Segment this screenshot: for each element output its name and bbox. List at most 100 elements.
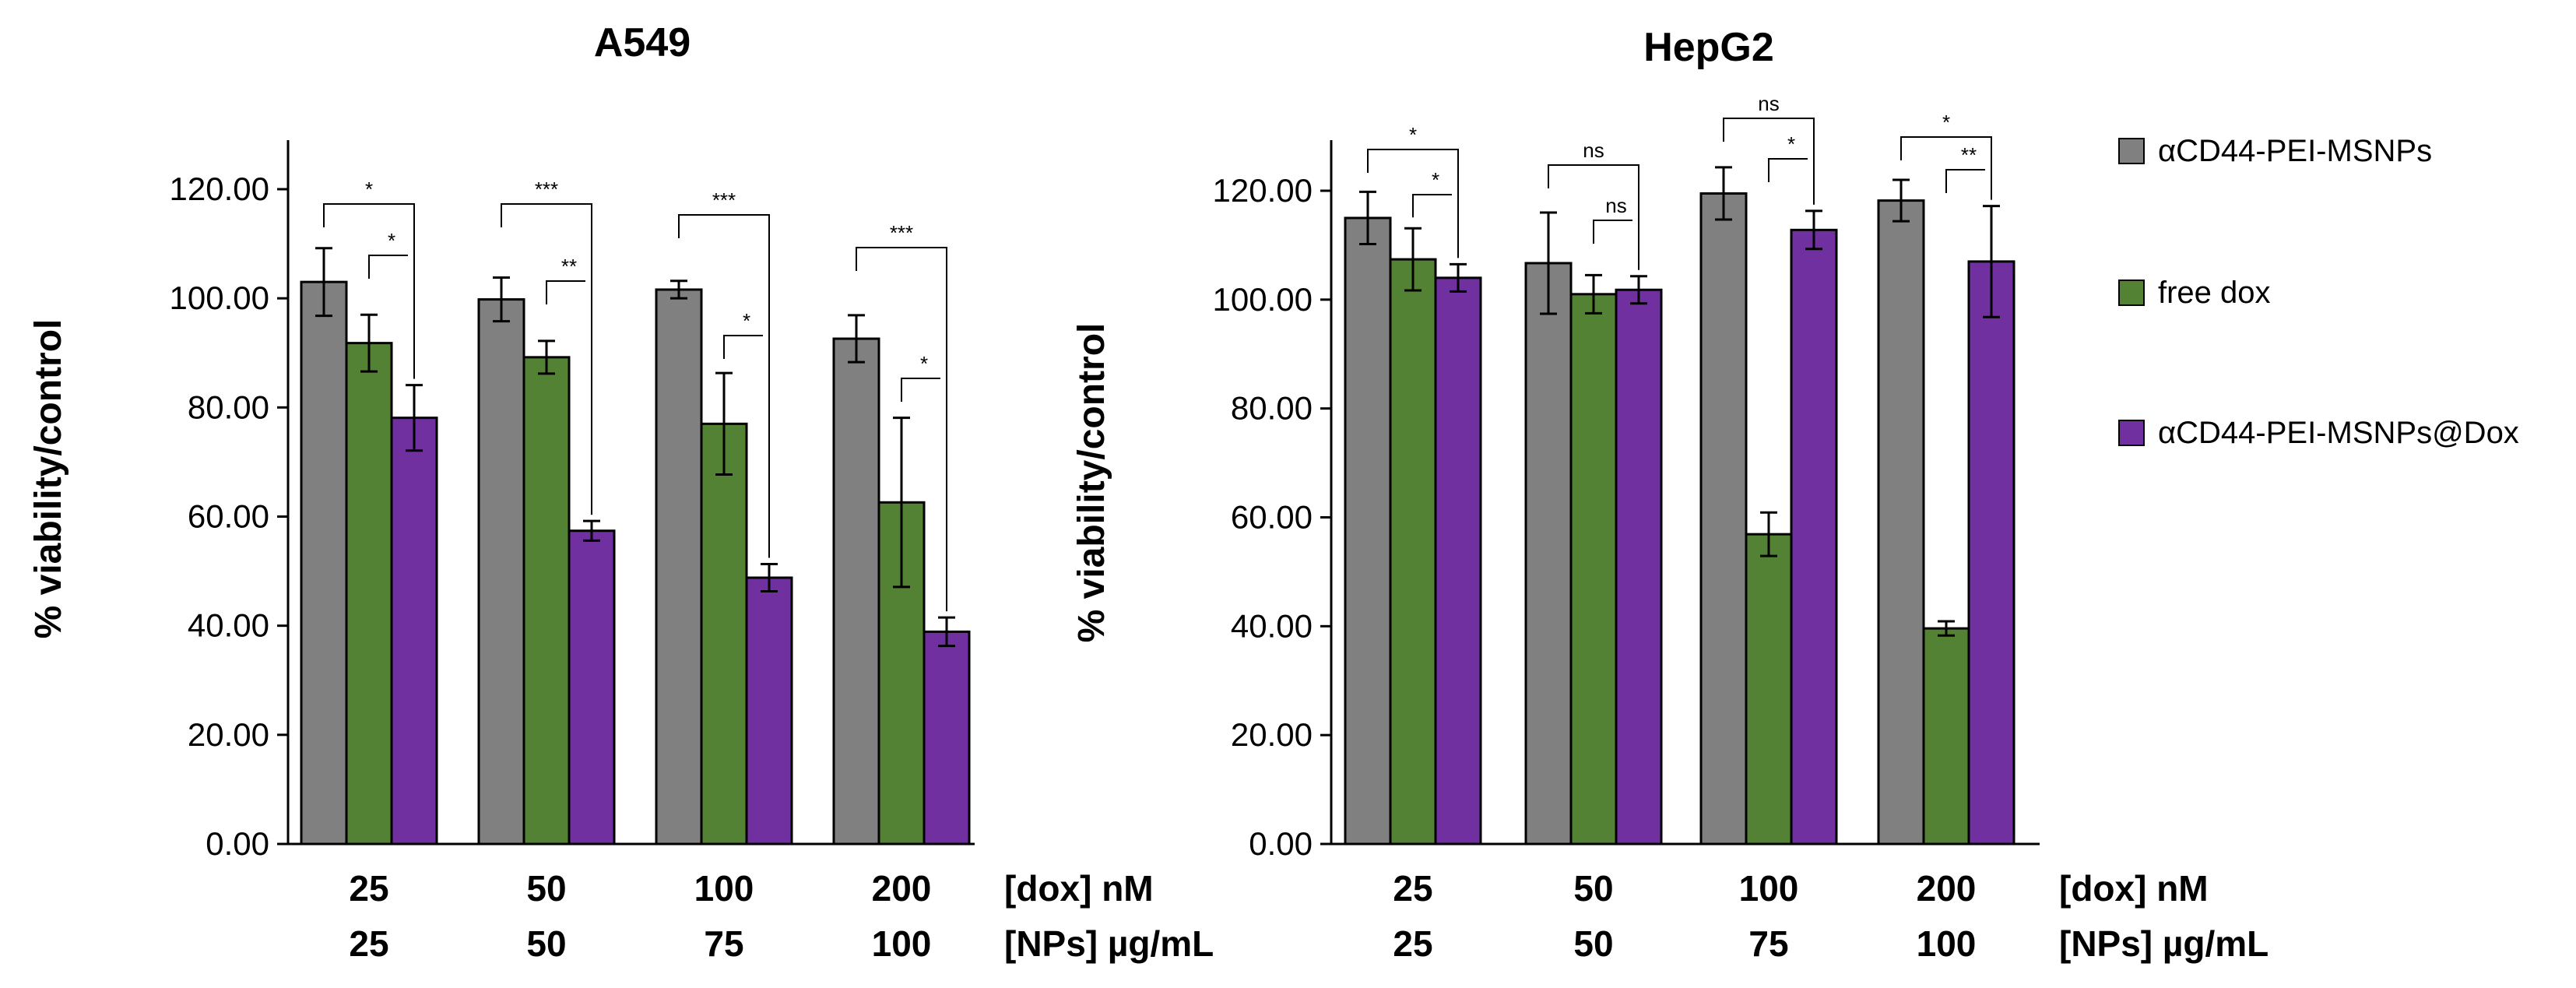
- significance-bracket: [1900, 136, 1992, 200]
- y-tick-label: 60.00: [188, 498, 269, 535]
- x-axis-label-dox: [dox] nM: [1004, 868, 1154, 909]
- legend-swatch: [2118, 420, 2145, 446]
- bar: [1699, 192, 1748, 846]
- legend-label: αCD44-PEI-MSNPs@Dox: [2158, 416, 2519, 450]
- y-tick-label: 40.00: [1231, 607, 1313, 644]
- bar: [1877, 199, 1925, 846]
- significance-bracket: [1593, 220, 1632, 244]
- y-tick-label: 80.00: [1231, 390, 1313, 427]
- significance-bracket: [546, 280, 585, 304]
- x-tick-label-dox: 50: [526, 868, 566, 909]
- significance-bracket: [1367, 149, 1459, 258]
- x-tick-label-nps: 25: [349, 923, 388, 964]
- significance-bracket: [1548, 164, 1639, 270]
- legend-label: free dox: [2158, 276, 2271, 310]
- significance-label: *: [743, 309, 750, 332]
- bar: [345, 342, 393, 846]
- x-tick-label-dox: 25: [349, 868, 388, 909]
- y-tick-label: 120.00: [170, 171, 269, 207]
- y-tick-label: 80.00: [188, 389, 269, 425]
- significance-label: *: [1942, 111, 1950, 134]
- bar: [1967, 260, 2015, 846]
- y-tick-label: 20.00: [1231, 716, 1313, 753]
- significance-label: **: [561, 255, 577, 278]
- x-tick-label-nps: 75: [704, 923, 743, 964]
- bar: [832, 337, 880, 846]
- significance-label: *: [1409, 123, 1417, 146]
- bar: [390, 417, 438, 846]
- chart-panel-a549: A549 % viability/control [dox] nM [NPs] …: [28, 20, 1214, 964]
- significance-label: **: [1961, 143, 1977, 167]
- x-tick-label-dox: 200: [872, 868, 932, 909]
- x-tick-label-nps: 100: [1917, 923, 1977, 964]
- significance-label: *: [920, 352, 928, 375]
- bar: [655, 288, 703, 846]
- significance-bracket: [368, 255, 408, 279]
- y-axis-label: % viability/control: [1071, 323, 1112, 643]
- significance-label: *: [388, 229, 395, 252]
- bar: [568, 529, 616, 846]
- significance-bracket: [901, 378, 940, 402]
- y-tick-label: 20.00: [188, 716, 269, 753]
- x-axis-label-nps: [NPs] µg/mL: [2059, 923, 2268, 964]
- significance-bracket: [856, 247, 947, 612]
- x-tick-label-dox: 50: [1573, 868, 1613, 909]
- chart-title: A549: [594, 20, 691, 65]
- significance-label: ns: [1605, 194, 1626, 217]
- bar: [522, 356, 571, 846]
- y-tick-label: 100.00: [170, 280, 269, 316]
- x-tick-label-nps: 50: [526, 923, 566, 964]
- significance-bracket: [323, 203, 415, 379]
- x-axis-label-dox: [dox] nM: [2059, 868, 2209, 909]
- bar: [1389, 258, 1437, 846]
- bar: [300, 280, 348, 846]
- x-tick-label-nps: 50: [1573, 923, 1613, 964]
- x-tick-label-nps: 100: [872, 923, 932, 964]
- x-tick-label-dox: 25: [1393, 868, 1432, 909]
- bar: [1790, 228, 1838, 846]
- bar: [1344, 216, 1392, 846]
- significance-label: *: [365, 178, 373, 201]
- significance-label: *: [1787, 132, 1795, 156]
- y-tick-label: 0.00: [206, 825, 269, 862]
- bar: [1569, 293, 1618, 846]
- bar: [1922, 627, 1970, 846]
- x-tick-label-nps: 25: [1393, 923, 1432, 964]
- x-axis-label-nps: [NPs] µg/mL: [1004, 923, 1214, 964]
- legend-swatch: [2118, 280, 2145, 306]
- significance-label: *: [1432, 168, 1439, 192]
- bar: [923, 630, 971, 846]
- bar: [1524, 262, 1573, 846]
- chart-panel-hepg2: HepG2 % viability/control [dox] nM [NPs]…: [1071, 25, 2268, 964]
- significance-bracket: [1768, 158, 1808, 182]
- y-tick-label: 120.00: [1213, 172, 1313, 209]
- y-axis-label: % viability/control: [28, 319, 69, 639]
- significance-bracket: [678, 214, 770, 558]
- significance-bracket: [1412, 194, 1452, 218]
- legend-swatch: [2118, 138, 2145, 164]
- y-tick-label: 100.00: [1213, 281, 1313, 318]
- bar: [1434, 276, 1482, 846]
- x-tick-label-nps: 75: [1748, 923, 1788, 964]
- bar: [477, 298, 525, 846]
- y-tick-label: 40.00: [188, 607, 269, 644]
- legend: αCD44-PEI-MSNPs free dox αCD44-PEI-MSNPs…: [2118, 134, 2519, 450]
- bar: [745, 576, 793, 846]
- significance-label: ns: [1583, 139, 1604, 162]
- significance-bracket: [1945, 169, 1985, 193]
- x-tick-label-dox: 100: [694, 868, 754, 909]
- x-tick-label-dox: 200: [1917, 868, 1977, 909]
- significance-label: ***: [535, 178, 558, 201]
- bar: [700, 422, 748, 846]
- significance-label: ***: [712, 188, 736, 212]
- bar: [1615, 288, 1663, 846]
- y-tick-label: 60.00: [1231, 499, 1313, 536]
- bar: [1745, 533, 1793, 846]
- significance-bracket: [723, 335, 763, 359]
- significance-bracket: [1723, 118, 1815, 205]
- chart-title: HepG2: [1643, 25, 1774, 70]
- significance-label: ns: [1758, 92, 1779, 115]
- legend-label: αCD44-PEI-MSNPs: [2158, 134, 2432, 168]
- y-tick-label: 0.00: [1249, 825, 1313, 862]
